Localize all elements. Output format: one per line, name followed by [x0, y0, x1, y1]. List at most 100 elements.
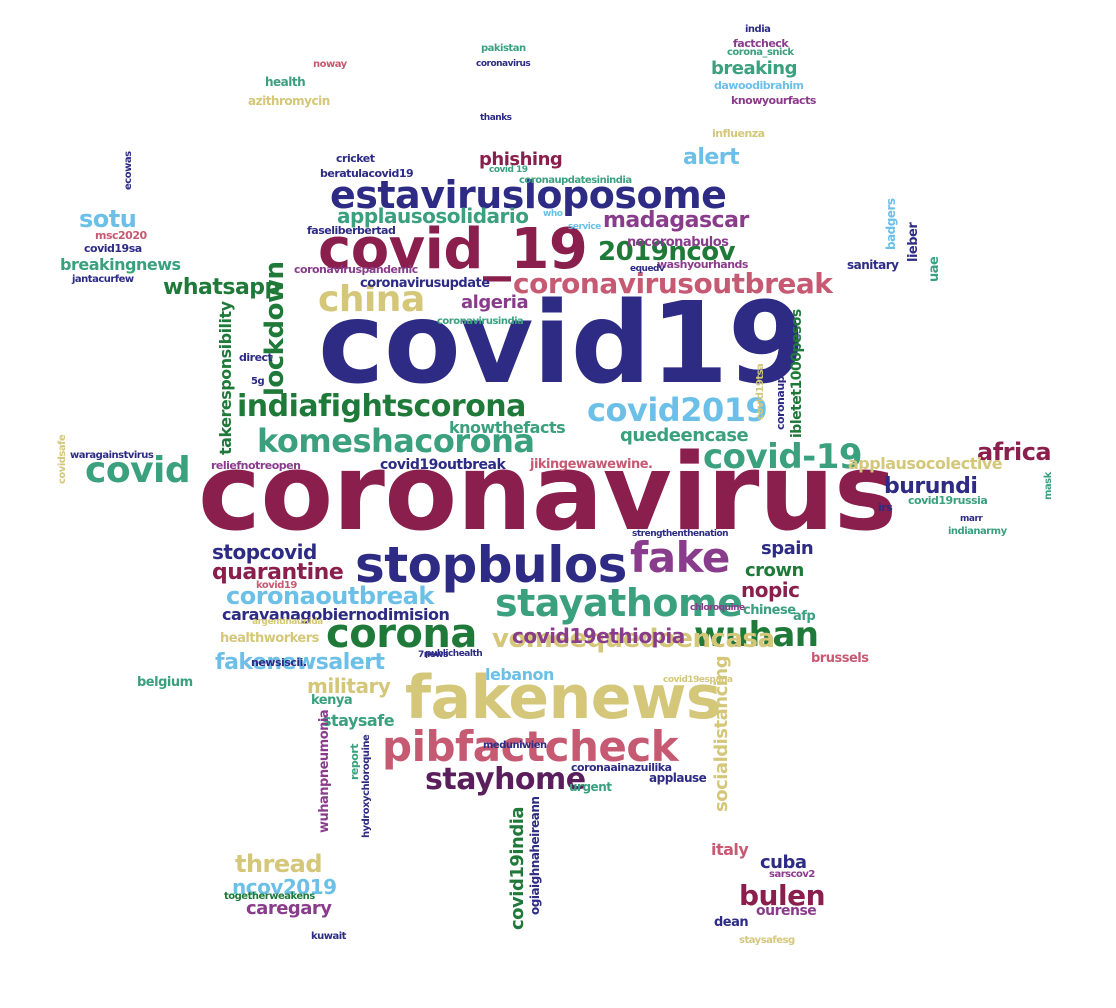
word-fake: fake — [630, 533, 730, 582]
word-washyourhands: washyourhands — [657, 258, 748, 271]
word-coronavirusindia: coronavirusindia — [437, 316, 524, 327]
word-covid19espana: covid19espana — [663, 675, 733, 685]
word-publichealth: publichealth — [425, 649, 483, 659]
word-applausosolidario: applausosolidario — [337, 204, 529, 228]
word-ecowas: ecowas — [123, 151, 134, 190]
word-ourense: ourense — [756, 903, 817, 919]
word-quarantine: quarantine — [212, 560, 344, 585]
word-health: health — [265, 75, 306, 89]
word-dean: dean — [714, 915, 749, 930]
word-pakistan: pakistan — [481, 43, 526, 54]
word-coronavirus: coronavirus — [198, 431, 897, 554]
word-applause: applause — [649, 771, 707, 785]
word-stayathome: stayathome — [495, 581, 743, 625]
word-fakenews: fakenews — [405, 663, 722, 733]
word-covid-19-small: covid 19 — [489, 165, 528, 175]
word-covid19outbreak: covid19outbreak — [380, 457, 506, 473]
word-waragainstvirus: waragainstvirus — [70, 450, 154, 461]
word-italy: italy — [711, 840, 749, 859]
word-covid-19: covid-19 — [703, 437, 863, 477]
word-india: india — [745, 24, 771, 35]
word-breakingnews: breakingnews — [60, 255, 181, 274]
word-who: who — [543, 209, 563, 219]
word-chinese: chinese — [743, 603, 796, 618]
word-staysafe: staysafe — [322, 711, 395, 730]
word-alert: alert — [683, 145, 740, 170]
word-strengthenthenation: strengthenthenation — [632, 529, 729, 539]
word-faseliberbertad: faseliberbertad — [307, 224, 396, 237]
word-ibletet1000pesos: ibletet1000pesos — [789, 309, 805, 438]
word-china: china — [318, 279, 425, 320]
word-beratulacovid19: beratulacovid19 — [320, 167, 414, 180]
word-brussels: brussels — [811, 651, 869, 666]
word-7news: 7news — [418, 650, 448, 660]
word-coronaainazuilika: coronaainazuilika — [571, 761, 672, 774]
word-covid: covid — [85, 450, 191, 491]
word-quedeencase: quedeencase — [620, 425, 749, 446]
word-covid19sa: covid19sa — [84, 242, 142, 255]
word-covid19russia: covid19russia — [908, 494, 988, 507]
word-kenya: kenya — [311, 693, 353, 708]
word-takeresponsibility: takeresponsibility — [216, 301, 235, 455]
word-2019ncov: 2019ncov — [598, 237, 736, 267]
word-factcheck: factcheck — [733, 37, 789, 50]
word-lebanon: lebanon — [485, 665, 554, 684]
word-kuwait: kuwait — [311, 931, 346, 942]
word-meduniwien: meduniwien — [483, 740, 547, 751]
word-ncov2019: ncov2019 — [232, 875, 337, 899]
word-badgers: badgers — [884, 198, 898, 250]
word-urgent: urgent — [569, 780, 612, 794]
word-bulen: bulen — [739, 879, 826, 912]
word-burundi: burundi — [884, 474, 978, 499]
word-covid19ethiopia: covid19ethiopia — [512, 624, 685, 648]
word-mask: mask — [1043, 472, 1054, 500]
word-service: service — [568, 222, 601, 232]
word-report: report — [348, 744, 361, 780]
word-caregary: caregary — [246, 898, 332, 919]
word-kovid19: kovid19 — [256, 580, 297, 591]
word-komeshacorona: komeshacorona — [257, 422, 535, 460]
word-wuhan: wuhan — [694, 615, 819, 655]
word-phishing: phishing — [479, 149, 563, 170]
word-healthworkers: healthworkers — [220, 631, 319, 646]
word-estavirusloposome: estavirusloposome — [330, 173, 727, 217]
word-argentinaunida: argentinaunida — [252, 617, 323, 627]
word-sarscov2: sarscov2 — [769, 869, 815, 880]
word-nocoronabulos: nocoronabulos — [627, 235, 729, 250]
word-africa: africa — [977, 438, 1052, 466]
word-azithromycin: azithromycin — [248, 94, 330, 108]
word-covidsafe: covidsafe — [57, 434, 68, 484]
word-caravanagobiernodimision: caravanagobiernodimision — [222, 605, 450, 624]
word-indiafightscorona: indiafightscorona — [237, 389, 526, 424]
word-noway: noway — [313, 59, 347, 70]
word-spain: spain — [761, 538, 814, 559]
word-uae: uae — [927, 256, 942, 282]
word-jantacurfew: jantacurfew — [72, 274, 134, 285]
word-afp: afp — [793, 609, 816, 624]
word-stopcovid: stopcovid — [212, 540, 317, 564]
word-influenza: influenza — [712, 127, 765, 140]
word-coronavirus-small: coronavirus — [476, 59, 531, 69]
word-pibfactcheck: pibfactcheck — [382, 722, 679, 771]
word-fakenewsalert: fakenewsalert — [215, 650, 385, 675]
word-stayhome: stayhome — [425, 762, 586, 797]
word-marr: marr — [960, 514, 983, 524]
word-equedv: equedv — [630, 264, 665, 274]
word-knowthefacts: knowthefacts — [449, 418, 566, 437]
word-corona: corona — [326, 611, 477, 657]
word-coronaoutbreak: coronaoutbreak — [226, 582, 434, 610]
word-newsiscii: newsiscii. — [251, 656, 307, 669]
word-applausocolective: applausocolective — [848, 454, 1003, 473]
word-crown: crown — [745, 560, 804, 581]
word-corona_snick: corona_snick — [727, 47, 794, 58]
word-chloroquine: chloroquine — [690, 603, 745, 613]
word-military: military — [307, 674, 391, 698]
word-5g: 5g — [251, 376, 265, 387]
word-thread: thread — [235, 850, 323, 878]
word-ogiaighnaheireann: ogiaighnaheireann — [528, 796, 542, 915]
word-thanks: thanks — [480, 113, 512, 123]
word-covid2019: covid2019 — [587, 391, 768, 429]
word-covid_19: covid_19 — [318, 217, 588, 282]
word-belgium: belgium — [137, 675, 193, 690]
